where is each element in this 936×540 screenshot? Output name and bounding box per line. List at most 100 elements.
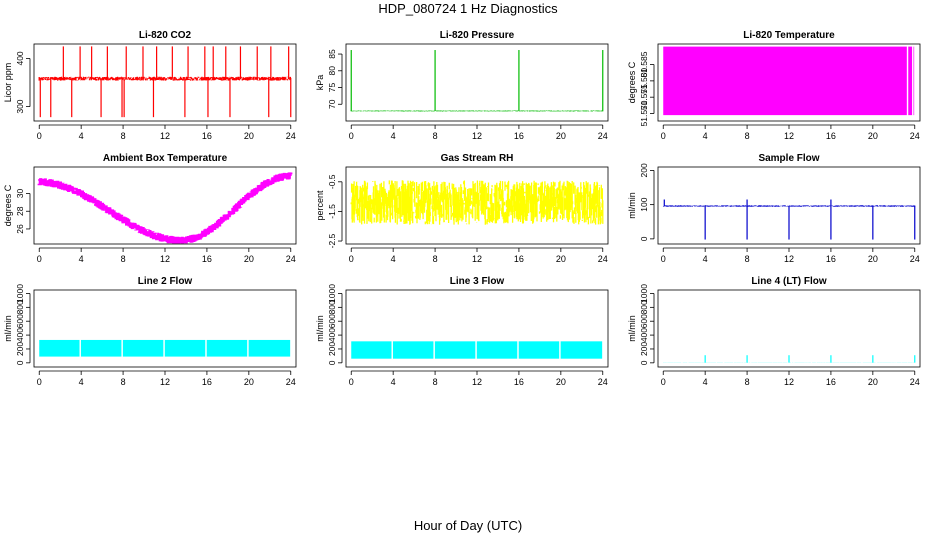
- x-tick-label: 0: [349, 254, 354, 264]
- y-tick-label: 51.580: [639, 68, 649, 94]
- x-tick-label: 24: [286, 377, 296, 387]
- x-tick-label: 16: [514, 131, 524, 141]
- y-tick-label: 80: [327, 66, 337, 76]
- x-tick-label: 8: [745, 377, 750, 387]
- y-tick-label: 70: [327, 99, 337, 109]
- y-tick-label: 1000: [15, 284, 25, 303]
- x-tick-label: 12: [784, 377, 794, 387]
- y-tick-label: 400: [639, 328, 649, 342]
- data-band-segment: [908, 46, 913, 116]
- y-axis-label: degrees C: [3, 184, 13, 226]
- y-tick-label: 51.570: [639, 100, 649, 126]
- x-tick-label: 4: [703, 131, 708, 141]
- x-tick-label: 4: [703, 377, 708, 387]
- x-tick-label: 16: [514, 254, 524, 264]
- panel-sample-flow: Sample Flow ml/min 0 4 8 12 16 20 24 0 100 200: [627, 153, 921, 264]
- x-tick-label: 12: [160, 377, 170, 387]
- panel-frame: [33, 289, 297, 368]
- x-tick-label: 12: [160, 131, 170, 141]
- panel-li-820-temperature: Li-820 Temperature degrees C 0 4 8 12 16 20 24 51…: [627, 30, 921, 141]
- x-tick-label: 20: [556, 254, 566, 264]
- y-tick-label: 600: [15, 314, 25, 328]
- x-tick-label: 20: [556, 377, 566, 387]
- panel-line-3-flow: Line 3 Flow ml/min 0 4 8 12 16 20 24 0 20040060080…: [315, 276, 609, 387]
- data-series-line: [350, 110, 604, 112]
- x-tick-label: 24: [910, 254, 920, 264]
- x-tick-label: 8: [433, 131, 438, 141]
- y-axis-label: percent: [315, 190, 325, 221]
- y-axis-label: ml/min: [3, 315, 13, 342]
- x-tick-label: 0: [349, 377, 354, 387]
- x-tick-label: 16: [826, 377, 836, 387]
- x-tick-label: 20: [868, 377, 878, 387]
- x-tick-label: 0: [661, 131, 666, 141]
- y-tick-label: 26: [15, 224, 25, 234]
- panel-title: Li-820 Pressure: [440, 30, 515, 41]
- y-tick-label: 30: [15, 189, 25, 199]
- y-tick-label: 28: [15, 206, 25, 216]
- x-axis: 0 4 8 12 16 20 24: [349, 124, 608, 141]
- x-tick-label: 0: [349, 131, 354, 141]
- y-axis: 26 28 30: [15, 189, 31, 234]
- x-tick-label: 24: [286, 254, 296, 264]
- x-tick-label: 4: [79, 377, 84, 387]
- x-tick-label: 4: [391, 377, 396, 387]
- y-axis: 300 400: [15, 51, 31, 114]
- x-axis: 0 4 8 12 16 20 24: [661, 124, 920, 141]
- x-tick-label: 8: [433, 377, 438, 387]
- data-band-segment: [518, 341, 560, 359]
- x-tick-label: 24: [598, 131, 608, 141]
- x-tick-label: 16: [202, 377, 212, 387]
- y-axis: -2.5 -1.5 -0.5: [327, 174, 343, 248]
- x-axis: 0 4 8 12 16 20 24: [37, 370, 296, 387]
- panel-li-820-co2: Li-820 CO2 Licor ppm 0 4 8 12 16 20 24 300 400: [3, 30, 297, 141]
- panel-line-2-flow: Line 2 Flow ml/min 0 4 8 12 16 20 24 0 20040060080…: [3, 276, 297, 387]
- x-tick-label: 20: [868, 131, 878, 141]
- data-band-segment: [392, 341, 434, 359]
- panel-frame: [657, 43, 921, 122]
- chart-main-title: HDP_080724 1 Hz Diagnostics: [378, 1, 558, 16]
- x-tick-label: 0: [661, 254, 666, 264]
- y-tick-label: 200: [327, 342, 337, 356]
- x-tick-label: 8: [745, 131, 750, 141]
- x-tick-label: 12: [784, 131, 794, 141]
- y-tick-label: 800: [327, 300, 337, 314]
- data-band-segment: [164, 339, 206, 357]
- y-tick-label: 0: [327, 360, 337, 365]
- data-band-segment: [913, 46, 915, 116]
- y-tick-label: 800: [15, 300, 25, 314]
- panel-frame: [345, 289, 609, 368]
- x-tick-label: 0: [37, 377, 42, 387]
- data-series-line: [37, 172, 293, 244]
- panel-title: Line 2 Flow: [138, 276, 193, 287]
- y-tick-label: 600: [327, 314, 337, 328]
- data-band-segment: [434, 341, 476, 359]
- panel-frame: [657, 166, 921, 245]
- data-band-segment: [351, 341, 392, 359]
- y-tick-label: 0: [15, 360, 25, 365]
- x-tick-label: 24: [910, 377, 920, 387]
- x-tick-label: 16: [514, 377, 524, 387]
- x-tick-label: 8: [121, 131, 126, 141]
- panel-ambient-box-temperature: Ambient Box Temperature degrees C 0 4 8 12 16 2…: [3, 153, 297, 264]
- y-tick-label: 200: [15, 342, 25, 356]
- x-tick-label: 8: [121, 377, 126, 387]
- y-axis: 70 75 80 85: [327, 49, 343, 109]
- x-tick-label: 24: [910, 131, 920, 141]
- panel-frame: [657, 289, 921, 368]
- y-tick-label: 0: [639, 236, 649, 241]
- y-tick-label: 200: [639, 163, 649, 177]
- y-tick-label: 400: [15, 328, 25, 342]
- x-axis: 0 4 8 12 16 20 24: [661, 247, 920, 264]
- panel-title: Sample Flow: [758, 153, 819, 164]
- y-axis-label: Licor ppm: [3, 63, 13, 103]
- panel-frame: [345, 166, 609, 245]
- y-axis-label: degrees C: [627, 61, 637, 103]
- x-tick-label: 0: [661, 377, 666, 387]
- x-tick-label: 16: [826, 254, 836, 264]
- y-tick-label: 1000: [639, 284, 649, 303]
